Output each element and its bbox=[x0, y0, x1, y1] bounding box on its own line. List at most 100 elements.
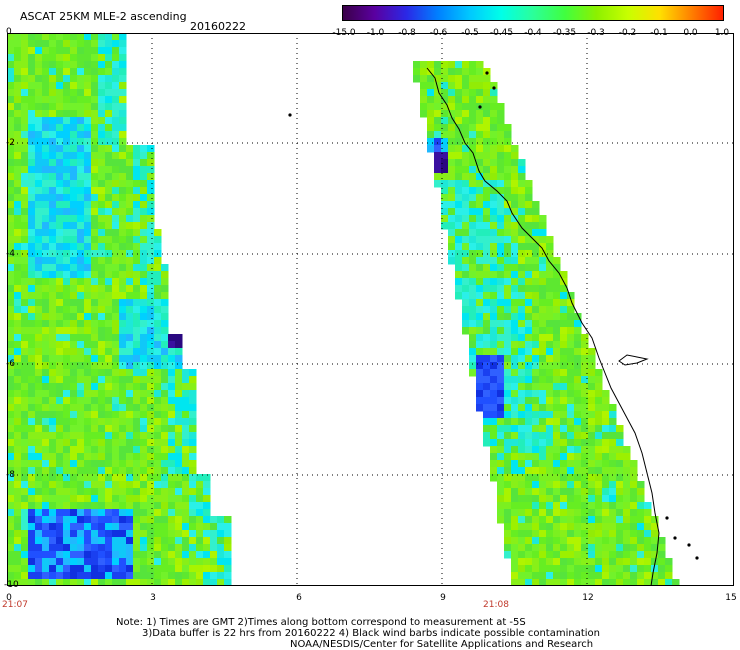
swath-left-cell bbox=[133, 509, 141, 517]
swath-left-cell bbox=[21, 551, 29, 559]
swath-left-cell bbox=[154, 523, 162, 531]
swath-right-cell bbox=[539, 579, 547, 586]
swath-left-cell bbox=[35, 68, 43, 76]
island-mark bbox=[288, 113, 292, 117]
swath-left-cell bbox=[7, 187, 15, 195]
swath-right-cell bbox=[511, 201, 519, 209]
swath-left-cell bbox=[133, 334, 141, 342]
swath-right-cell bbox=[518, 271, 526, 279]
swath-left-cell bbox=[70, 495, 78, 503]
swath-right-cell bbox=[462, 236, 470, 244]
swath-right-cell bbox=[553, 460, 561, 468]
swath-left-cell bbox=[56, 418, 64, 426]
swath-left-cell bbox=[91, 495, 99, 503]
swath-left-cell bbox=[63, 96, 71, 104]
swath-right-cell bbox=[497, 271, 505, 279]
swath-right-cell bbox=[525, 565, 533, 573]
swath-left-cell bbox=[154, 306, 162, 314]
swath-right-cell bbox=[511, 306, 519, 314]
swath-left-cell bbox=[42, 551, 50, 559]
swath-left-cell bbox=[133, 145, 141, 153]
swath-right-cell bbox=[476, 390, 484, 398]
swath-left-cell bbox=[112, 257, 120, 265]
swath-left-cell bbox=[35, 411, 43, 419]
swath-left-cell bbox=[21, 376, 29, 384]
swath-left-cell bbox=[14, 509, 22, 517]
swath-right-cell bbox=[476, 327, 484, 335]
swath-right-cell bbox=[511, 320, 519, 328]
swath-left-cell bbox=[77, 89, 85, 97]
swath-left-cell bbox=[91, 313, 99, 321]
swath-left-cell bbox=[112, 159, 120, 167]
swath-left-cell bbox=[112, 327, 120, 335]
swath-right-cell bbox=[574, 481, 582, 489]
swath-right-cell bbox=[644, 579, 652, 586]
swath-left-cell bbox=[168, 446, 176, 454]
swath-right-cell bbox=[616, 544, 624, 552]
swath-left-cell bbox=[77, 299, 85, 307]
note-line-1: Note: 1) Times are GMT 2)Times along bot… bbox=[116, 617, 526, 628]
swath-left-cell bbox=[154, 453, 162, 461]
swath-left-cell bbox=[133, 348, 141, 356]
swath-left-cell bbox=[49, 180, 57, 188]
swath-left-cell bbox=[42, 404, 50, 412]
swath-right-cell bbox=[448, 236, 456, 244]
swath-right-cell bbox=[483, 236, 491, 244]
swath-left-cell bbox=[189, 460, 197, 468]
swath-right-cell bbox=[595, 397, 603, 405]
swath-right-cell bbox=[616, 495, 624, 503]
swath-right-cell bbox=[532, 516, 540, 524]
swath-left-cell bbox=[49, 565, 57, 573]
swath-right-cell bbox=[546, 439, 554, 447]
swath-left-cell bbox=[42, 495, 50, 503]
swath-left-cell bbox=[56, 229, 64, 237]
swath-left-cell bbox=[28, 75, 36, 83]
swath-right-cell bbox=[469, 271, 477, 279]
swath-left-cell bbox=[203, 516, 211, 524]
swath-left-cell bbox=[175, 530, 183, 538]
swath-right-cell bbox=[434, 166, 442, 174]
swath-left-cell bbox=[21, 572, 29, 580]
swath-left-cell bbox=[35, 516, 43, 524]
swath-right-cell bbox=[616, 558, 624, 566]
swath-right-cell bbox=[616, 481, 624, 489]
swath-left-cell bbox=[140, 467, 148, 475]
swath-left-cell bbox=[224, 558, 232, 566]
swath-left-cell bbox=[84, 180, 92, 188]
swath-right-cell bbox=[511, 432, 519, 440]
swath-left-cell bbox=[126, 579, 134, 586]
swath-left-cell bbox=[21, 334, 29, 342]
swath-right-cell bbox=[434, 145, 442, 153]
swath-left-cell bbox=[28, 222, 36, 230]
swath-left-cell bbox=[21, 320, 29, 328]
swath-right-cell bbox=[504, 180, 512, 188]
island-mark bbox=[485, 71, 489, 75]
swath-right-cell bbox=[518, 229, 526, 237]
swath-right-cell bbox=[546, 334, 554, 342]
swath-left-cell bbox=[126, 425, 134, 433]
swath-left-cell bbox=[196, 509, 204, 517]
swath-right-cell bbox=[651, 516, 659, 524]
swath-left-cell bbox=[70, 285, 78, 293]
swath-right-cell bbox=[525, 334, 533, 342]
y-tick-5: -10 bbox=[4, 580, 19, 590]
swath-left-cell bbox=[35, 194, 43, 202]
swath-left-cell bbox=[77, 397, 85, 405]
swath-left-cell bbox=[147, 565, 155, 573]
swath-left-cell bbox=[35, 481, 43, 489]
swath-right-cell bbox=[518, 516, 526, 524]
swath-right-cell bbox=[483, 89, 491, 97]
swath-left-cell bbox=[105, 201, 113, 209]
swath-right-cell bbox=[609, 579, 617, 586]
swath-left-cell bbox=[42, 355, 50, 363]
swath-right-cell bbox=[490, 299, 498, 307]
swath-left-cell bbox=[42, 180, 50, 188]
swath-right-cell bbox=[518, 306, 526, 314]
swath-left-cell bbox=[112, 313, 120, 321]
swath-right-cell bbox=[581, 334, 589, 342]
island-mark bbox=[478, 105, 482, 109]
swath-right-cell bbox=[532, 362, 540, 370]
swath-right-cell bbox=[567, 460, 575, 468]
swath-left-cell bbox=[91, 355, 99, 363]
swath-left-cell bbox=[119, 299, 127, 307]
